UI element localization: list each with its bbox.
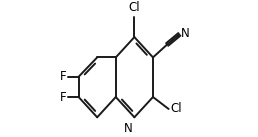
Text: N: N [124, 122, 133, 135]
Text: Cl: Cl [128, 1, 140, 14]
Text: Cl: Cl [171, 102, 182, 115]
Text: F: F [60, 70, 67, 83]
Text: F: F [60, 91, 67, 104]
Text: N: N [181, 27, 190, 40]
